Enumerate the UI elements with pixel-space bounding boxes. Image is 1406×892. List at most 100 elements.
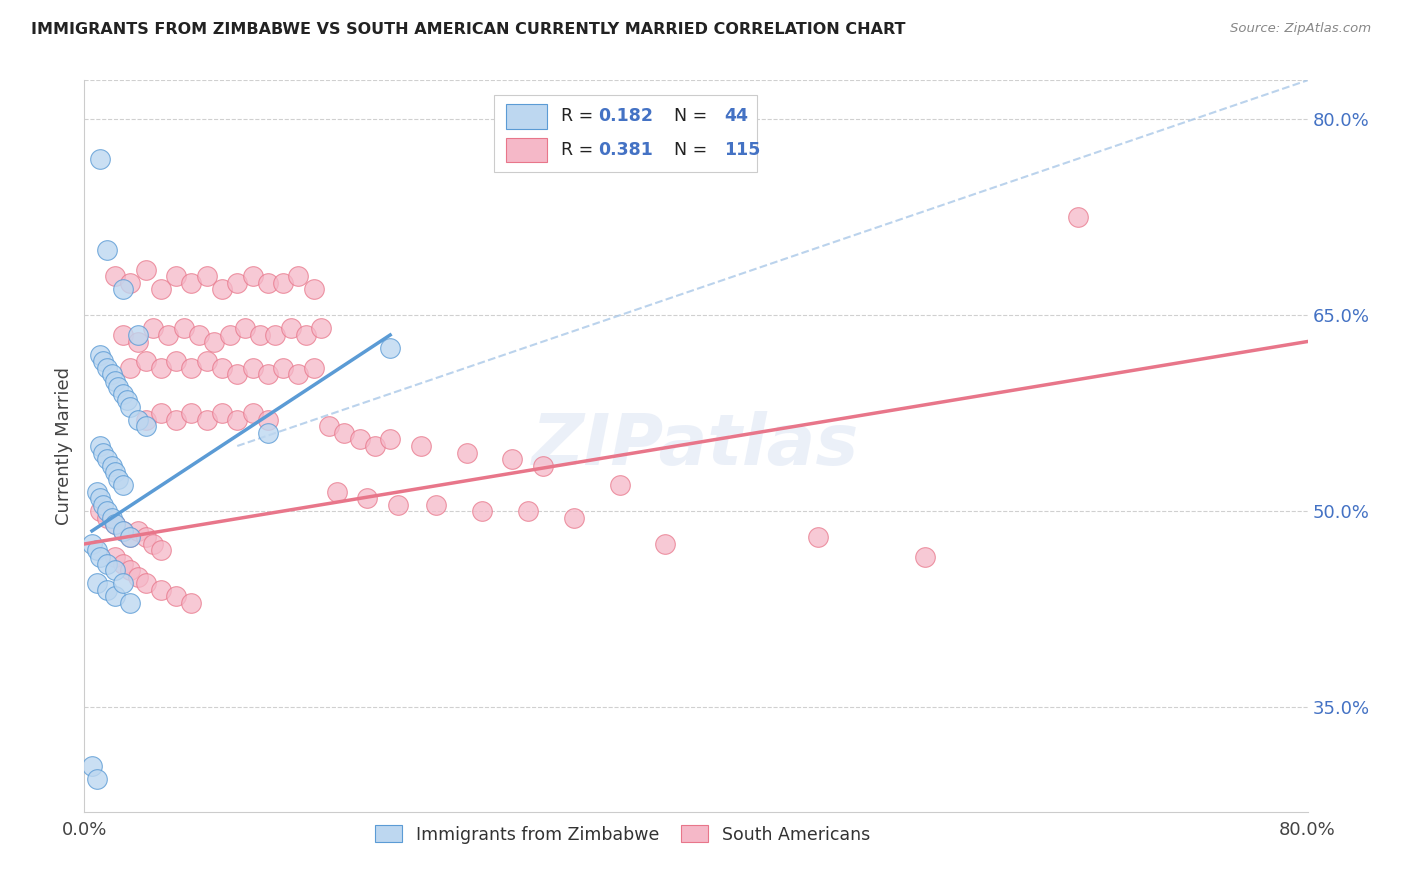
Point — [380, 433, 402, 447]
Point — [80, 537, 103, 551]
Point — [127, 413, 149, 427]
Point — [104, 517, 127, 532]
Text: R =: R = — [561, 141, 599, 159]
Y-axis label: Currently Married: Currently Married — [55, 367, 73, 525]
Point — [135, 576, 157, 591]
Point — [287, 367, 309, 381]
Point — [89, 347, 111, 362]
Point — [180, 360, 202, 375]
FancyBboxPatch shape — [506, 138, 547, 162]
Point — [165, 413, 187, 427]
Text: N =: N = — [664, 107, 713, 126]
Point — [89, 504, 111, 518]
Point — [349, 433, 371, 447]
Point — [86, 543, 108, 558]
Text: 0.182: 0.182 — [598, 107, 654, 126]
Point — [271, 360, 294, 375]
Point — [202, 334, 225, 349]
Point — [165, 269, 187, 284]
Point — [188, 328, 211, 343]
Point — [111, 386, 134, 401]
Point — [409, 439, 432, 453]
Point — [135, 262, 157, 277]
Point — [96, 452, 118, 467]
Point — [211, 406, 233, 420]
Point — [86, 484, 108, 499]
Point — [257, 413, 280, 427]
Point — [142, 537, 165, 551]
Point — [257, 276, 280, 290]
Point — [120, 530, 142, 544]
Point — [89, 491, 111, 506]
Point — [195, 354, 218, 368]
Point — [120, 400, 142, 414]
Point — [149, 406, 172, 420]
Point — [111, 576, 134, 591]
Point — [86, 576, 108, 591]
Text: R =: R = — [561, 107, 599, 126]
Point — [211, 360, 233, 375]
Point — [120, 360, 142, 375]
Point — [127, 334, 149, 349]
FancyBboxPatch shape — [494, 95, 758, 171]
Point — [226, 367, 249, 381]
Point — [96, 243, 118, 257]
Point — [218, 328, 240, 343]
Point — [195, 413, 218, 427]
Point — [135, 354, 157, 368]
Point — [242, 360, 264, 375]
Point — [211, 282, 233, 296]
Point — [249, 328, 271, 343]
Point — [104, 563, 127, 577]
Point — [173, 321, 195, 335]
Point — [257, 425, 280, 440]
Point — [471, 504, 494, 518]
Point — [104, 269, 127, 284]
FancyBboxPatch shape — [506, 104, 547, 128]
Point — [226, 276, 249, 290]
Point — [264, 328, 287, 343]
Point — [311, 321, 333, 335]
Point — [180, 596, 202, 610]
Point — [91, 354, 114, 368]
Point — [325, 484, 347, 499]
Point — [914, 549, 936, 564]
Point — [86, 772, 108, 786]
Point — [96, 511, 118, 525]
Point — [115, 393, 138, 408]
Point — [104, 374, 127, 388]
Point — [89, 439, 111, 453]
Point — [195, 269, 218, 284]
Text: 0.381: 0.381 — [598, 141, 652, 159]
Text: IMMIGRANTS FROM ZIMBABWE VS SOUTH AMERICAN CURRENTLY MARRIED CORRELATION CHART: IMMIGRANTS FROM ZIMBABWE VS SOUTH AMERIC… — [31, 22, 905, 37]
Point — [1067, 211, 1090, 225]
Point — [89, 152, 111, 166]
Point — [149, 282, 172, 296]
Point — [233, 321, 256, 335]
Point — [242, 269, 264, 284]
Point — [157, 328, 180, 343]
Text: N =: N = — [664, 141, 713, 159]
Point — [120, 596, 142, 610]
Point — [280, 321, 302, 335]
Point — [149, 543, 172, 558]
Point — [120, 530, 142, 544]
Point — [135, 419, 157, 434]
Point — [456, 445, 478, 459]
Text: 115: 115 — [724, 141, 761, 159]
Point — [91, 445, 114, 459]
Point — [333, 425, 356, 440]
Point — [135, 413, 157, 427]
Point — [257, 367, 280, 381]
Point — [101, 458, 124, 473]
Point — [654, 537, 676, 551]
Point — [111, 282, 134, 296]
Point — [180, 276, 202, 290]
Text: Source: ZipAtlas.com: Source: ZipAtlas.com — [1230, 22, 1371, 36]
Point — [562, 511, 585, 525]
Point — [91, 498, 114, 512]
Point — [96, 360, 118, 375]
Point — [120, 276, 142, 290]
Point — [364, 439, 387, 453]
Point — [226, 413, 249, 427]
